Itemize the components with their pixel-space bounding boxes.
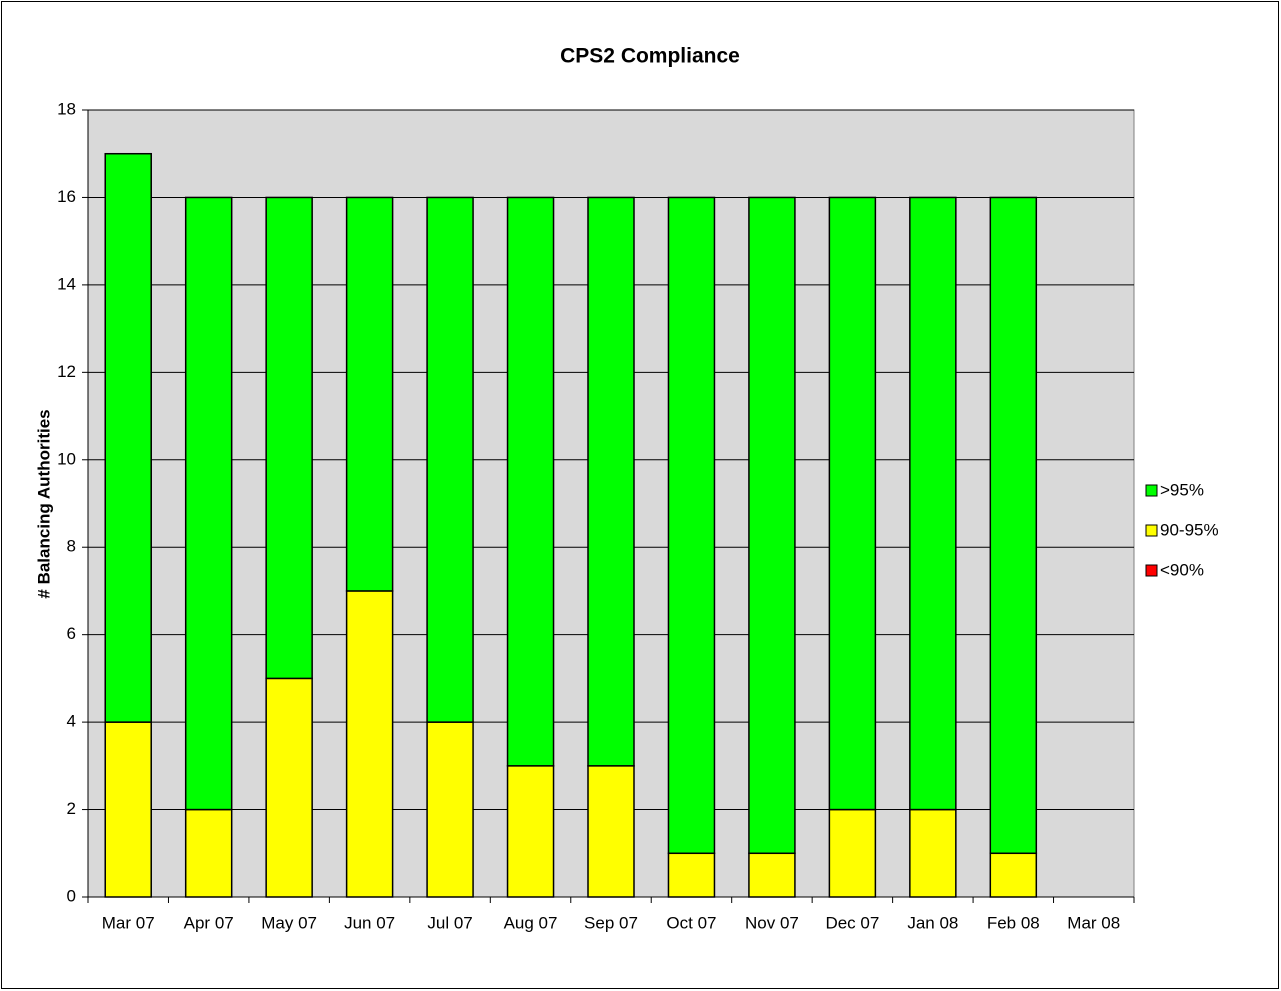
y-tick-label: 6 [67,624,76,643]
x-tick-label: Sep 07 [584,913,638,932]
bar-segment [587,765,635,898]
x-tick-label: Apr 07 [184,913,234,932]
bar-segment [426,721,474,898]
bar-segment [667,852,716,898]
x-tick-label: Mar 08 [1067,913,1120,932]
x-tick-label: Nov 07 [745,913,799,932]
bar-segment [345,590,394,898]
y-tick-label: 16 [57,187,76,206]
bar-segment [989,852,1038,898]
bar-segment [426,196,474,723]
bar-segment [345,196,394,592]
bar-segment [667,196,716,855]
x-tick-label: Dec 07 [825,913,879,932]
bar-segment [184,196,233,811]
y-tick-label: 8 [67,537,76,556]
bar-segment [506,196,555,767]
y-tick-label: 18 [57,99,76,118]
bar-segment [909,196,957,811]
bar-segment [184,808,233,898]
bar-segment [989,196,1038,855]
legend-label: <90% [1160,560,1204,579]
y-axis-label: # Balancing Authorities [34,409,53,598]
x-tick-label: Jul 07 [427,913,472,932]
legend-swatch [1145,484,1158,497]
x-tick-label: Feb 08 [987,913,1040,932]
x-tick-label: Jun 07 [344,913,395,932]
x-tick-label: Aug 07 [504,913,558,932]
bar-segment [587,196,635,767]
x-tick-label: Jan 08 [907,913,958,932]
bar-segment [828,196,877,811]
x-tick-label: May 07 [261,913,317,932]
y-tick-label: 2 [67,799,76,818]
y-tick-label: 0 [67,886,76,905]
legend-swatch [1145,564,1158,577]
x-tick-label: Mar 07 [102,913,155,932]
bar-segment [265,677,313,898]
y-tick-label: 12 [57,362,76,381]
y-tick-label: 10 [57,449,76,468]
y-tick-label: 14 [57,274,76,293]
bar-segment [909,808,957,898]
bar-segment [748,196,796,855]
bar-segment [748,852,796,898]
legend-label: >95% [1160,480,1204,499]
x-tick-label: Oct 07 [666,913,716,932]
chart-title: CPS2 Compliance [560,45,740,68]
bar-segment [506,765,555,898]
y-tick-label: 4 [67,712,76,731]
bar-segment [104,152,152,723]
legend-label: 90-95% [1160,520,1219,539]
legend-swatch [1145,524,1158,537]
bar-segment [104,721,152,898]
bar-segment [828,808,877,898]
bar-segment [265,196,313,680]
